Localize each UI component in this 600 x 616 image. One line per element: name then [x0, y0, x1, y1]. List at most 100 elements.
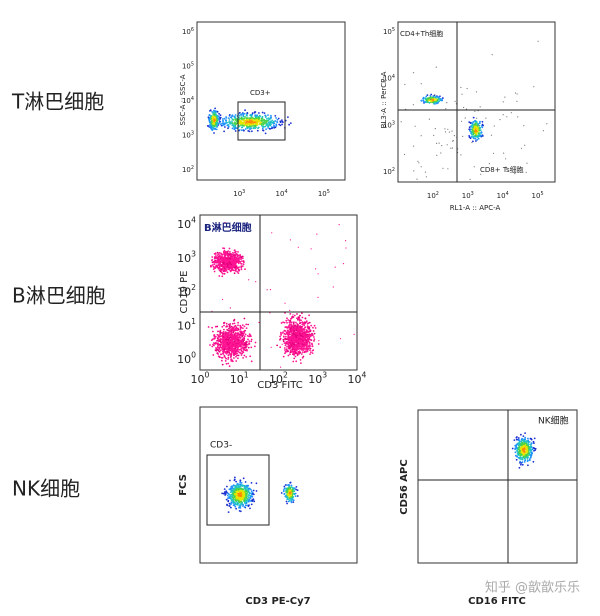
event-dot [291, 497, 294, 500]
event-dot [477, 124, 480, 126]
event-dot [221, 359, 223, 362]
event-dot [474, 134, 477, 137]
event-dot [294, 325, 297, 328]
event-dot [281, 119, 283, 121]
event-dot [305, 339, 308, 341]
event-dot [230, 340, 233, 342]
event-dot [469, 137, 472, 140]
tick-exponent: 2 [436, 191, 439, 197]
event-dot [241, 335, 244, 338]
event-dot [524, 459, 527, 462]
event-dot [234, 485, 237, 488]
event-dot [248, 343, 251, 345]
event-dot [478, 122, 481, 125]
y-axis-label: SSC-A :: SSC-A [179, 74, 187, 125]
event-dot [523, 451, 526, 453]
event-dot [479, 126, 482, 129]
event-dot [228, 348, 231, 351]
event-dot [533, 442, 535, 444]
event-dot [442, 97, 444, 99]
event-dot [297, 353, 300, 355]
event-dot [471, 141, 473, 144]
event-dot [290, 340, 292, 342]
event-dot [297, 351, 300, 353]
event-dot [276, 121, 279, 124]
event-dot [240, 114, 243, 116]
event-dot [240, 350, 243, 352]
event-dot [286, 502, 288, 505]
event-dot [289, 239, 291, 241]
event-dot [314, 327, 317, 329]
event-dot [292, 339, 295, 342]
event-dot [228, 505, 231, 507]
event-dot [218, 112, 221, 115]
event-dot [220, 338, 222, 340]
event-dot [429, 95, 432, 97]
event-dot [226, 265, 229, 268]
event-dot [317, 273, 319, 275]
x-axis-label: CD3 PE-Cy7 [245, 596, 310, 607]
tick-base: 10 [177, 319, 191, 332]
event-dot [223, 338, 226, 341]
event-dot [241, 343, 244, 346]
event-dot [283, 321, 286, 324]
event-dot [286, 327, 289, 329]
event-dot [283, 493, 286, 495]
event-dot [460, 86, 462, 89]
event-dot [475, 122, 477, 125]
event-dot [288, 484, 291, 486]
event-dot [300, 340, 303, 343]
event-dot [287, 350, 289, 353]
event-dot [250, 482, 253, 484]
event-dot [226, 325, 229, 328]
event-dot [245, 348, 248, 351]
event-dot [234, 250, 237, 253]
event-dot [218, 266, 221, 269]
event-dot [239, 261, 242, 263]
event-dot [223, 335, 226, 337]
event-dot [285, 350, 288, 353]
tick-label: 104 [177, 216, 196, 231]
event-dot [444, 128, 446, 130]
event-dot [294, 344, 297, 347]
event-dot [223, 324, 225, 327]
event-dot [265, 119, 268, 122]
event-dot [308, 345, 310, 348]
event-dot [290, 486, 293, 488]
event-dot [221, 122, 224, 125]
event-dot [248, 498, 251, 501]
event-dot [219, 346, 222, 349]
event-dot [226, 328, 229, 331]
event-dot [302, 323, 305, 325]
event-dot [527, 443, 530, 446]
event-dot [237, 324, 239, 327]
tick-base: 10 [191, 373, 205, 386]
event-dot [239, 328, 242, 330]
event-dot [447, 168, 449, 170]
event-dot [438, 98, 441, 101]
event-dot [214, 349, 217, 352]
event-dot [293, 337, 296, 340]
event-dot [242, 490, 244, 493]
event-dot [291, 315, 294, 318]
event-dot [513, 439, 516, 441]
event-dot [309, 353, 311, 355]
event-dot [424, 171, 427, 173]
event-dot [243, 117, 246, 120]
event-dot [238, 504, 241, 507]
event-dot [477, 137, 480, 140]
event-dot [221, 363, 224, 366]
event-dot [284, 330, 287, 332]
event-dot [263, 120, 266, 123]
event-dot [288, 123, 290, 126]
event-dot [528, 459, 531, 462]
event-dot [244, 347, 247, 349]
event-dot [247, 495, 249, 498]
event-dot [223, 117, 226, 120]
event-dot [288, 495, 291, 498]
tick-exponent: 3 [322, 371, 327, 380]
event-dot [280, 366, 282, 368]
event-dot [296, 495, 299, 497]
tick-base: 10 [383, 168, 392, 176]
event-dot [262, 129, 264, 132]
